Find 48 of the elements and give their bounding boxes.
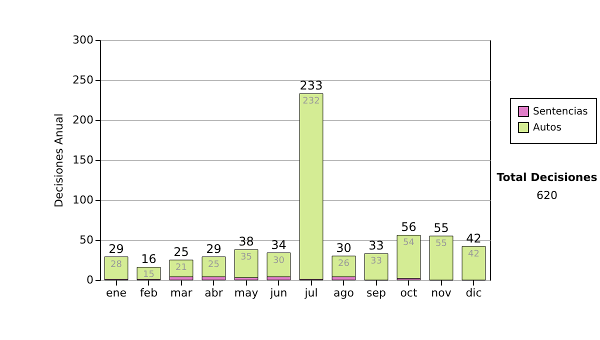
x-tick-label: jul [304, 286, 318, 300]
total-label: 29 [108, 242, 124, 256]
x-tick-label: nov [431, 286, 452, 300]
data-label: 54 [403, 238, 415, 248]
legend-label: Sentencias [533, 106, 588, 118]
y-tick-label: 0 [86, 274, 94, 286]
x-tick-label: sep [366, 286, 386, 300]
text: 620 [536, 189, 558, 202]
data-label: 33 [370, 256, 382, 267]
y-tick-label: 100 [72, 194, 94, 206]
x-tick-label: mar [170, 286, 193, 300]
total-label: 56 [401, 220, 416, 234]
data-label: 30 [273, 256, 285, 266]
total-label: 42 [466, 231, 482, 246]
data-label: 28 [110, 260, 122, 270]
data-label: 232 [302, 96, 320, 107]
total-label: 33 [368, 238, 384, 253]
y-axis-title: Decisiones Anual [52, 113, 66, 208]
x-tick-label: ene [106, 286, 127, 300]
legend-label: Autos [533, 122, 562, 134]
total-label: 25 [174, 245, 189, 259]
text: Total Decisiones [496, 171, 598, 184]
total-label: 30 [336, 241, 352, 255]
x-tick-label: jun [269, 286, 288, 300]
y-tick-label: 50 [80, 234, 94, 246]
total-label: 233 [300, 78, 323, 93]
data-label: 15 [143, 270, 154, 280]
data-label: 25 [208, 260, 220, 270]
y-tick-label: 200 [72, 114, 94, 126]
y-tick-label: 150 [72, 154, 94, 166]
x-tick-label: dic [466, 286, 482, 300]
data-label: 55 [436, 239, 447, 249]
total-label: 29 [206, 242, 222, 256]
data-label: 42 [468, 249, 480, 260]
data-label: 35 [240, 252, 252, 263]
data-label: 21 [176, 263, 187, 273]
data-label: 26 [338, 259, 350, 269]
x-tick-label: feb [140, 286, 158, 300]
total-label: 38 [238, 234, 254, 249]
total-label: 16 [141, 252, 156, 266]
x-tick-label: ago [334, 286, 354, 300]
y-tick-label: 300 [72, 34, 94, 46]
total-label: 34 [271, 238, 286, 252]
x-tick-label: oct [400, 286, 418, 300]
x-tick-label: may [234, 286, 259, 300]
y-tick-label: 250 [72, 74, 94, 86]
total-label: 55 [434, 221, 449, 235]
x-tick-label: abr [204, 286, 224, 300]
